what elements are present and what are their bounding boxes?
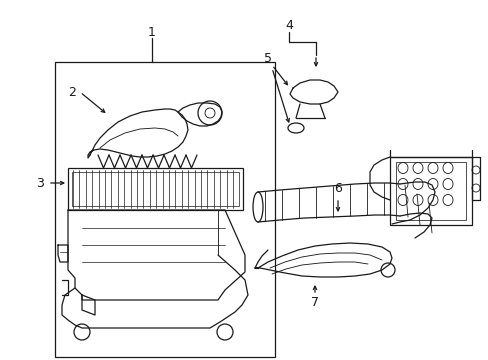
Bar xyxy=(72,172,239,206)
Bar xyxy=(68,168,243,210)
Text: 3: 3 xyxy=(36,176,44,189)
Bar xyxy=(389,157,471,225)
Bar xyxy=(55,62,274,357)
Text: 5: 5 xyxy=(264,51,271,64)
Text: 4: 4 xyxy=(285,18,292,32)
Text: 6: 6 xyxy=(333,181,341,194)
Text: 7: 7 xyxy=(310,296,318,309)
Text: 1: 1 xyxy=(148,26,156,39)
Text: 2: 2 xyxy=(68,86,76,99)
Bar xyxy=(395,162,465,220)
